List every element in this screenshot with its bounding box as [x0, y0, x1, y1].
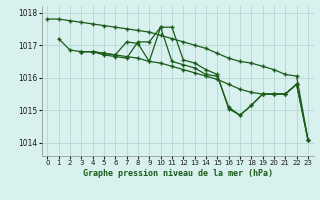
X-axis label: Graphe pression niveau de la mer (hPa): Graphe pression niveau de la mer (hPa): [83, 169, 273, 178]
